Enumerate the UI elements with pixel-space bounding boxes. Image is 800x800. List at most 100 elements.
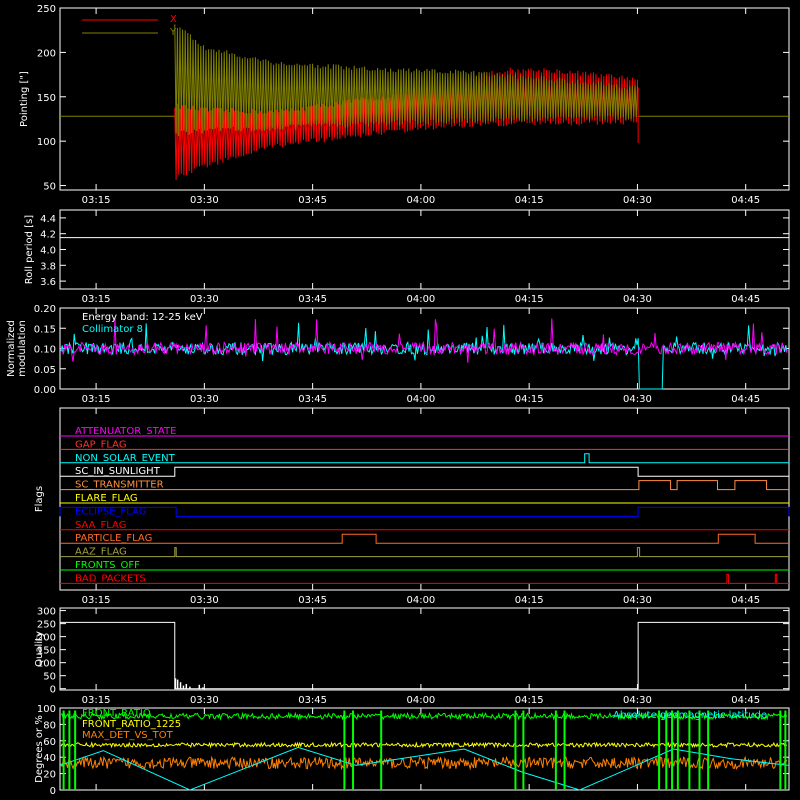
x-tick-label: 04:15: [515, 195, 544, 206]
x-tick-label: 03:45: [298, 695, 327, 706]
y-tick-label: 4.0: [40, 246, 56, 257]
flag-label-sc-in-sunlight: SC_IN_SUNLIGHT: [75, 466, 161, 477]
flag-line-sc-in-sunlight: [60, 466, 789, 477]
annotation-energy-band: Energy band: 12-25 keV: [82, 312, 203, 323]
flag-label-particle-flag: PARTICLE_FLAG: [75, 533, 152, 544]
y-tick-label: 40: [43, 753, 56, 764]
x-tick-label: 04:00: [406, 595, 435, 606]
legend-label: MAX_DET_VS_TOT: [82, 730, 174, 741]
x-tick-label: 03:30: [190, 695, 219, 706]
y-tick-label: 150: [37, 93, 56, 104]
flag-label-fronts-off: FRONTS_OFF: [75, 560, 140, 571]
y-tick-label: 100: [37, 659, 56, 670]
x-tick-label: 03:30: [190, 595, 219, 606]
x-tick-label: 04:30: [623, 394, 652, 405]
modulation-magenta-line: [60, 317, 788, 363]
x-tick-label: 04:00: [406, 294, 435, 305]
legend-label-latitude: Absolute geomagnetic latitude: [613, 710, 767, 721]
x-tick-label: 03:45: [298, 294, 327, 305]
x-tick-label: 03:15: [82, 595, 111, 606]
y-tick-label: 4.2: [40, 230, 56, 241]
x-tick-label: 03:15: [82, 394, 111, 405]
quality-line: [60, 621, 789, 690]
y-tick-label: 300: [37, 607, 56, 618]
x-tick-label: 04:00: [406, 695, 435, 706]
flag-line-eclipse-flag: [59, 506, 790, 517]
y-axis-label: Degrees or %: [34, 715, 45, 783]
y-tick-label: 80: [43, 720, 56, 731]
x-tick-label: 03:30: [190, 294, 219, 305]
flag-label-saa-flag: SAA_FLAG: [75, 520, 126, 531]
x-tick-label: 04:30: [623, 195, 652, 206]
flag-line-aaz-flag: [60, 547, 789, 558]
y-tick-label: 50: [43, 182, 56, 193]
flag-label-attenuator-state: ATTENUATOR_STATE: [75, 426, 176, 437]
flag-label-eclipse-flag: ECLIPSE_FLAG: [75, 506, 146, 517]
y-tick-label: 0: [50, 786, 56, 797]
x-tick-label: 03:45: [298, 195, 327, 206]
y-tick-label: 50: [43, 672, 56, 683]
y-axis-label: Pointing ["]: [19, 71, 30, 127]
series-geomagnetic-latitude: [59, 746, 790, 791]
panel-frame-4: [59, 607, 790, 691]
legend-label-y: Y: [169, 27, 177, 38]
x-tick-label: 03:45: [298, 394, 327, 405]
legend-label: FRONT_RATIO: [82, 708, 151, 719]
y-tick-label: 0.10: [34, 345, 56, 356]
y-tick-label: 60: [43, 737, 56, 748]
x-tick-label: 04:15: [515, 695, 544, 706]
y-axis-label: Roll period [s]: [24, 215, 35, 284]
series-y-line: [174, 24, 639, 137]
annotation-collimator: Collimator 8: [82, 324, 143, 335]
x-tick-label: 04:30: [623, 595, 652, 606]
y-tick-label: 0.00: [34, 385, 56, 396]
y-tick-label: 3.6: [40, 277, 56, 288]
panel-frame-5: [59, 707, 790, 791]
flag-label-gap-flag: GAP_FLAG: [75, 439, 127, 450]
y-axis-label: Quality: [34, 631, 45, 667]
x-tick-label: 04:30: [623, 695, 652, 706]
y-tick-label: 100: [37, 704, 56, 715]
x-tick-label: 04:15: [515, 394, 544, 405]
flag-line-non-solar-event: [60, 453, 789, 464]
y-axis-label: modulation: [17, 320, 28, 377]
x-tick-label: 03:15: [82, 195, 111, 206]
flag-label-non-solar-event: NON_SOLAR_EVENT: [75, 453, 176, 464]
y-tick-label: 100: [37, 137, 56, 148]
x-tick-label: 03:45: [298, 595, 327, 606]
y-tick-label: 150: [37, 646, 56, 657]
x-tick-label: 04:45: [731, 394, 760, 405]
x-tick-label: 04:45: [731, 595, 760, 606]
y-tick-label: 200: [37, 633, 56, 644]
x-tick-label: 04:45: [731, 695, 760, 706]
x-tick-label: 04:45: [731, 195, 760, 206]
legend-label: FRONT_RATIO_1225: [82, 719, 181, 730]
flag-line-sc-transmitter: [60, 480, 789, 491]
modulation-cyan-line: [60, 322, 788, 390]
y-axis-label: Flags: [34, 486, 45, 512]
y-tick-label: 0.15: [34, 324, 56, 335]
x-tick-label: 04:00: [406, 195, 435, 206]
flag-line-particle-flag: [60, 533, 789, 544]
x-tick-label: 04:45: [731, 294, 760, 305]
flag-label-sc-transmitter: SC_TRANSMITTER: [75, 480, 164, 491]
x-tick-label: 03:15: [82, 695, 111, 706]
legend-label-x: X: [170, 14, 177, 25]
y-tick-label: 0.20: [34, 304, 56, 315]
panel-frame-1: [59, 209, 790, 290]
y-tick-label: 3.8: [40, 261, 56, 272]
panel-frame-3: [59, 407, 790, 591]
x-tick-label: 03:15: [82, 294, 111, 305]
x-tick-label: 04:00: [406, 394, 435, 405]
flag-label-aaz-flag: AAZ_FLAG: [75, 547, 127, 558]
x-tick-label: 03:30: [190, 394, 219, 405]
x-tick-label: 04:15: [515, 294, 544, 305]
x-tick-label: 03:30: [190, 195, 219, 206]
x-tick-label: 04:30: [623, 294, 652, 305]
y-tick-label: 0.05: [34, 365, 56, 376]
flag-label-bad-packets: BAD_PACKETS: [75, 573, 146, 584]
y-axis-label: Normalized: [6, 320, 17, 377]
panel-frame-0: [59, 7, 790, 191]
